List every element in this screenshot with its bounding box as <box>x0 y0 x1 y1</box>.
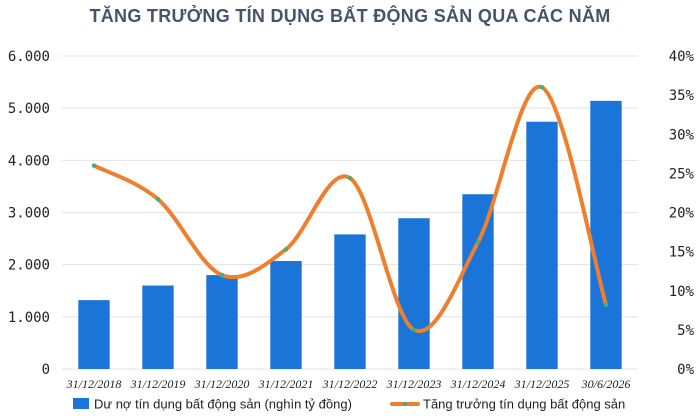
y-right-tick-label: 30% <box>669 127 695 143</box>
x-tick-label: 31/12/2024 <box>450 377 506 391</box>
y-right-tick-label: 20% <box>669 206 695 222</box>
growth-point <box>283 247 289 252</box>
x-tick-label: 31/12/2021 <box>258 377 314 391</box>
y-left-tick-label: 5.000 <box>8 101 50 117</box>
bar <box>526 121 558 369</box>
y-left-tick-label: 6.000 <box>8 49 50 65</box>
y-right-tick-label: 40% <box>669 49 695 65</box>
y-left-tick-label: 2.000 <box>8 258 50 274</box>
legend-label-line: Tăng trưởng tín dụng bất động sản <box>423 397 625 412</box>
growth-point <box>411 327 417 333</box>
bar <box>78 300 110 369</box>
y-right-tick-label: 25% <box>669 166 695 182</box>
growth-point <box>155 196 161 202</box>
x-tick-label: 30/6/2026 <box>581 377 631 391</box>
y-left-tick-label: 1.000 <box>8 310 50 326</box>
y-left-tick-label: 4.000 <box>8 153 50 169</box>
x-tick-label: 31/12/2025 <box>514 377 570 391</box>
bar <box>462 194 494 369</box>
bar <box>398 218 430 369</box>
x-tick-label: 31/12/2023 <box>386 377 442 391</box>
growth-point <box>347 175 353 181</box>
y-left-tick-label: 0 <box>42 362 50 378</box>
x-tick-label: 31/12/2018 <box>66 377 122 391</box>
y-right-tick-label: 10% <box>669 284 695 300</box>
legend-swatch-marker <box>403 402 407 406</box>
y-right-tick-label: 15% <box>669 245 695 261</box>
bar <box>142 285 174 369</box>
chart-title: TĂNG TRƯỞNG TÍN DỤNG BẤT ĐỘNG SẢN QUA CÁ… <box>89 6 611 26</box>
growth-point <box>475 240 481 245</box>
x-tick-label: 31/12/2022 <box>322 377 378 391</box>
y-left-tick-label: 3.000 <box>8 206 50 222</box>
bar <box>270 261 302 369</box>
growth-point <box>91 163 97 168</box>
x-tick-label: 31/12/2019 <box>130 377 186 391</box>
growth-point <box>219 272 225 278</box>
growth-point <box>539 85 545 90</box>
bar <box>590 100 622 369</box>
y-right-tick-label: 5% <box>677 323 694 339</box>
y-right-tick-label: 35% <box>669 88 695 104</box>
growth-point <box>603 302 609 308</box>
legend-label-bar: Dư nợ tín dụng bất động sản (nghìn tỷ đồ… <box>94 397 352 412</box>
legend-swatch-bar <box>73 398 89 409</box>
bar <box>206 275 238 369</box>
x-tick-label: 31/12/2020 <box>194 377 250 391</box>
y-right-tick-label: 0% <box>677 362 694 378</box>
bar <box>334 234 366 369</box>
